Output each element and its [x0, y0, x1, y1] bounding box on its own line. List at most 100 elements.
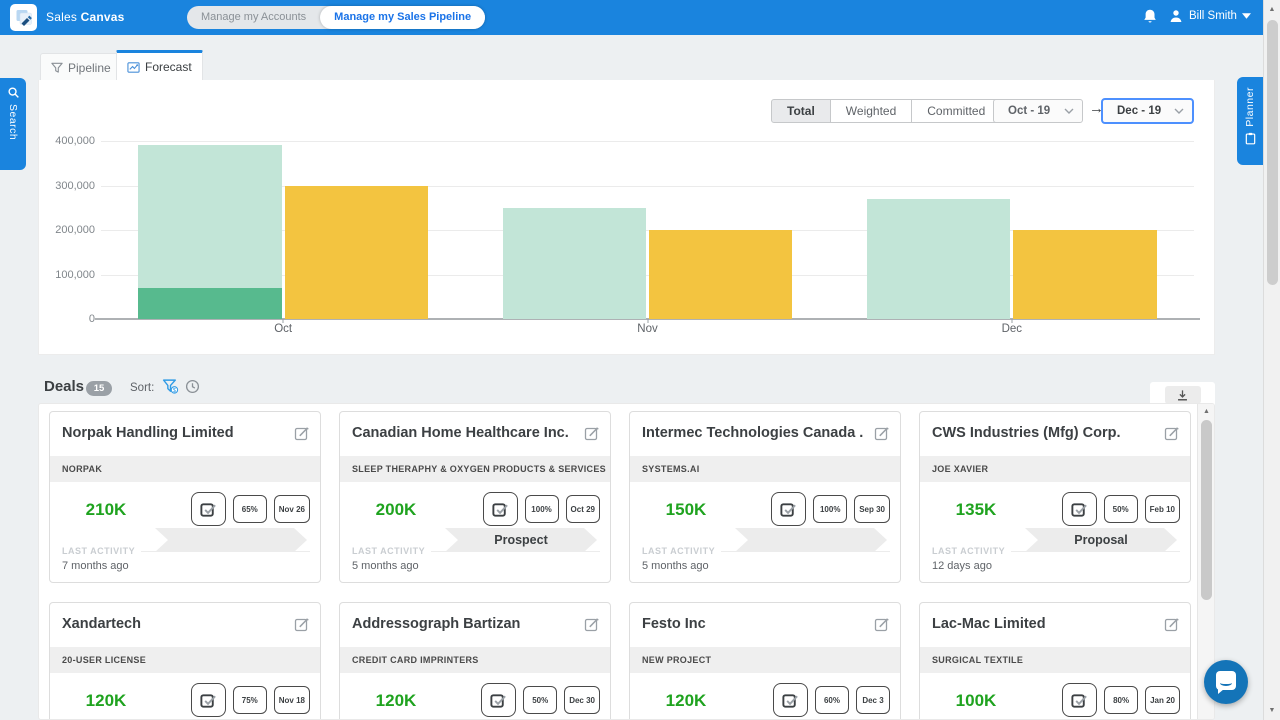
planner-clipboard-icon	[1245, 132, 1255, 145]
deal-card[interactable]: Intermec Technologies Canada ... SYSTEMS…	[629, 411, 901, 583]
deal-probability-badge[interactable]: 50%	[1103, 495, 1138, 523]
deal-probability-badge[interactable]: 75%	[232, 686, 267, 714]
deal-card[interactable]: Lac-Mac Limited SURGICAL TEXTILE 100K 80…	[919, 602, 1191, 719]
deal-close-date-badge[interactable]: Dec 3	[856, 686, 890, 714]
deal-value: 120K	[375, 691, 417, 710]
edit-deal-icon[interactable]	[874, 616, 890, 632]
bar-nov-weighted[interactable]	[649, 230, 793, 319]
deal-title: Lac-Mac Limited	[932, 616, 1046, 632]
deal-probability-badge[interactable]: 80%	[1104, 686, 1139, 714]
manage-accounts-pill[interactable]: Manage my Accounts	[201, 11, 307, 23]
weighted-button[interactable]: Weighted	[829, 99, 913, 123]
deals-scrollbar-thumb[interactable]	[1201, 420, 1212, 600]
bar-oct-weighted[interactable]	[284, 185, 428, 319]
deal-card-header: Intermec Technologies Canada ...	[630, 412, 900, 456]
deal-task-checkbox-icon[interactable]	[773, 683, 808, 717]
chevron-down-icon	[1174, 108, 1184, 114]
app-logo[interactable]	[10, 4, 37, 31]
deal-title: Xandartech	[62, 616, 141, 632]
scroll-down-arrow-icon[interactable]: ▼	[1268, 707, 1276, 714]
gridline	[101, 141, 1194, 142]
tab-pipeline[interactable]: Pipeline	[40, 53, 122, 81]
bar-dec-weighted[interactable]	[1013, 230, 1157, 319]
download-button[interactable]	[1164, 386, 1201, 404]
deal-close-date-badge[interactable]: Sep 30	[854, 495, 890, 523]
deal-close-date-badge[interactable]: Nov 18	[273, 686, 310, 714]
range-from-select[interactable]: Oct - 19	[993, 99, 1083, 123]
manage-sales-pipeline-pill[interactable]: Manage my Sales Pipeline	[320, 6, 486, 29]
deal-card-header: Canadian Home Healthcare Inc.	[340, 412, 610, 456]
deal-probability-badge[interactable]: 65%	[232, 495, 267, 523]
bar-dec-total[interactable]	[867, 198, 1011, 319]
deal-stage-ribbon: Proposal	[1025, 528, 1177, 552]
deal-stage-ribbon	[155, 528, 307, 552]
edit-deal-icon[interactable]	[874, 425, 890, 441]
total-button[interactable]: Total	[771, 99, 831, 123]
deals-scrollbar[interactable]: ▲	[1197, 404, 1214, 719]
deal-close-date-badge[interactable]: Feb 10	[1144, 495, 1180, 523]
deal-task-checkbox-icon[interactable]	[771, 492, 807, 526]
deal-value: 100K	[955, 691, 997, 710]
deal-card[interactable]: CWS Industries (Mfg) Corp. JOE XAVIER 13…	[919, 411, 1191, 583]
planner-side-tab[interactable]: Planner	[1237, 77, 1263, 165]
edit-deal-icon[interactable]	[294, 616, 310, 632]
deal-probability-badge[interactable]: 50%	[523, 686, 558, 714]
chat-launcher-button[interactable]	[1204, 660, 1248, 704]
edit-deal-icon[interactable]	[584, 616, 600, 632]
deal-task-checkbox-icon[interactable]	[482, 492, 518, 526]
edit-deal-icon[interactable]	[1164, 425, 1180, 441]
tab-forecast[interactable]: Forecast	[116, 50, 203, 81]
notifications-bell-icon[interactable]	[1141, 8, 1159, 26]
scroll-up-arrow-icon[interactable]: ▲	[1268, 6, 1276, 13]
page-scrollbar[interactable]: ▲ ▼	[1263, 0, 1280, 720]
deal-value: 120K	[665, 691, 707, 710]
deal-close-date-badge[interactable]: Oct 29	[565, 495, 600, 523]
top-navigation-bar: Sales Canvas Manage my Accounts Manage m…	[0, 0, 1263, 35]
bar-nov-total[interactable]	[502, 207, 646, 319]
deal-subtitle: SLEEP THERAPHY & OXYGEN PRODUCTS & SERVI…	[340, 456, 610, 482]
user-menu[interactable]: Bill Smith	[1168, 8, 1251, 24]
forecast-chart-icon	[127, 61, 140, 73]
user-avatar-icon	[1170, 10, 1182, 22]
deal-task-checkbox-icon[interactable]	[190, 492, 226, 526]
deal-probability-badge[interactable]: 60%	[815, 686, 849, 714]
deal-card[interactable]: Norpak Handling Limited NORPAK 210K 65% …	[49, 411, 321, 583]
range-arrow-icon: →	[1089, 100, 1104, 117]
edit-deal-icon[interactable]	[1164, 616, 1180, 632]
sort-by-value-funnel-icon[interactable]: $	[162, 378, 179, 395]
deal-card[interactable]: Addressograph Bartizan CREDIT CARD IMPRI…	[339, 602, 611, 719]
deal-task-checkbox-icon[interactable]	[1061, 492, 1097, 526]
x-tick-label: Dec	[1001, 323, 1023, 335]
deal-subtitle: JOE XAVIER	[920, 456, 1190, 482]
committed-button[interactable]: Committed	[911, 99, 1002, 123]
deal-card[interactable]: Xandartech 20-USER LICENSE 120K 75% Nov …	[49, 602, 321, 719]
last-activity-label: LAST ACTIVITY	[642, 546, 716, 556]
deal-card[interactable]: Festo Inc NEW PROJECT 120K 60% Dec 3 LAS…	[629, 602, 901, 719]
edit-deal-icon[interactable]	[294, 425, 310, 441]
range-to-select[interactable]: Dec - 19	[1101, 98, 1194, 124]
deal-task-checkbox-icon[interactable]	[190, 683, 226, 717]
deal-badges: 60% Dec 3	[773, 683, 890, 717]
gridline	[101, 185, 1194, 187]
app-title: Sales Canvas	[46, 10, 124, 24]
y-tick-label: 300,000	[55, 179, 95, 192]
bar-oct-committed[interactable]	[138, 287, 282, 319]
deals-count-badge: 15	[86, 381, 112, 396]
deal-probability-badge[interactable]: 100%	[813, 495, 848, 523]
search-side-tab[interactable]: Search	[0, 78, 26, 170]
deal-close-date-badge[interactable]: Dec 30	[564, 686, 600, 714]
sort-by-time-clock-icon[interactable]	[185, 379, 200, 394]
last-activity-label: LAST ACTIVITY	[62, 546, 136, 556]
deal-value: 210K	[85, 500, 127, 519]
page-scrollbar-thumb[interactable]	[1267, 20, 1278, 285]
deal-card-header: Addressograph Bartizan	[340, 603, 610, 647]
deals-scroll-up-arrow-icon[interactable]: ▲	[1203, 408, 1210, 415]
deal-close-date-badge[interactable]: Jan 20	[1145, 686, 1180, 714]
deal-card[interactable]: Canadian Home Healthcare Inc. SLEEP THER…	[339, 411, 611, 583]
deal-probability-badge[interactable]: 100%	[524, 495, 559, 523]
edit-deal-icon[interactable]	[584, 425, 600, 441]
deal-task-checkbox-icon[interactable]	[481, 683, 517, 717]
deal-task-checkbox-icon[interactable]	[1062, 683, 1098, 717]
deal-close-date-badge[interactable]: Nov 26	[273, 495, 310, 523]
gridline	[101, 230, 1194, 231]
